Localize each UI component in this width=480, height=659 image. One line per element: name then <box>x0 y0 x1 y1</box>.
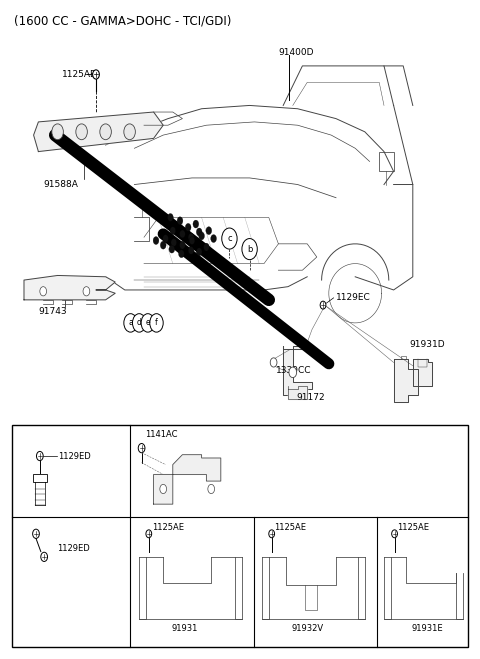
Text: 91931D: 91931D <box>409 340 445 349</box>
Circle shape <box>289 367 297 378</box>
Polygon shape <box>394 359 418 402</box>
Circle shape <box>392 530 397 538</box>
Text: c: c <box>20 523 25 532</box>
Text: f: f <box>155 318 158 328</box>
Text: 91743: 91743 <box>38 306 67 316</box>
Circle shape <box>168 214 173 221</box>
Circle shape <box>206 227 212 235</box>
Circle shape <box>242 239 257 260</box>
Circle shape <box>222 228 237 249</box>
Text: 91932V: 91932V <box>292 624 324 633</box>
Text: 91931E: 91931E <box>412 624 444 633</box>
Circle shape <box>33 529 39 538</box>
Circle shape <box>124 124 135 140</box>
Circle shape <box>133 426 147 445</box>
Text: 1129ED: 1129ED <box>58 451 90 461</box>
Circle shape <box>199 232 204 240</box>
Polygon shape <box>34 112 163 152</box>
Circle shape <box>177 217 183 225</box>
Text: 91400D: 91400D <box>278 48 314 57</box>
Circle shape <box>76 124 87 140</box>
Text: a: a <box>128 318 133 328</box>
Polygon shape <box>413 359 432 386</box>
Circle shape <box>171 239 177 246</box>
Circle shape <box>179 250 184 258</box>
Circle shape <box>93 70 99 79</box>
Polygon shape <box>154 455 221 504</box>
Circle shape <box>52 124 63 140</box>
Text: b: b <box>137 431 143 440</box>
Text: b: b <box>247 244 252 254</box>
Circle shape <box>141 314 155 332</box>
Circle shape <box>150 314 163 332</box>
Bar <box>12 425 468 647</box>
Circle shape <box>189 237 195 244</box>
Circle shape <box>36 451 43 461</box>
Circle shape <box>188 233 194 241</box>
Circle shape <box>124 314 137 332</box>
Text: 91588A: 91588A <box>43 180 78 189</box>
Circle shape <box>41 552 48 561</box>
Circle shape <box>146 530 152 538</box>
Text: 1125AE: 1125AE <box>152 523 184 532</box>
Circle shape <box>211 235 216 243</box>
Circle shape <box>160 241 166 249</box>
Circle shape <box>83 287 90 296</box>
Circle shape <box>269 530 275 538</box>
Circle shape <box>193 220 199 228</box>
Circle shape <box>153 237 159 244</box>
Text: d: d <box>137 523 143 532</box>
Circle shape <box>170 227 176 235</box>
Text: e: e <box>263 523 267 532</box>
Text: 1129EC: 1129EC <box>336 293 371 302</box>
Circle shape <box>270 358 277 367</box>
Circle shape <box>100 124 111 140</box>
Text: 1141AC: 1141AC <box>145 430 178 440</box>
Text: 1339CC: 1339CC <box>276 366 312 375</box>
Polygon shape <box>24 275 115 300</box>
Text: e: e <box>145 318 150 328</box>
Text: d: d <box>137 318 142 328</box>
Circle shape <box>208 484 215 494</box>
Circle shape <box>204 243 209 251</box>
Text: 91931: 91931 <box>172 624 198 633</box>
Circle shape <box>132 314 146 332</box>
Text: 1125AE: 1125AE <box>275 523 307 532</box>
Text: (1600 CC - GAMMA>DOHC - TCI/GDI): (1600 CC - GAMMA>DOHC - TCI/GDI) <box>14 14 232 28</box>
Polygon shape <box>288 386 307 399</box>
Circle shape <box>188 246 194 254</box>
Circle shape <box>180 241 185 249</box>
Text: a: a <box>20 431 25 440</box>
Circle shape <box>138 444 145 453</box>
Circle shape <box>133 518 147 538</box>
Text: f: f <box>386 523 389 532</box>
Circle shape <box>196 228 202 236</box>
Circle shape <box>258 518 272 538</box>
Circle shape <box>380 518 395 538</box>
Circle shape <box>40 287 47 296</box>
Circle shape <box>180 230 185 238</box>
Bar <box>33 474 47 482</box>
Text: c: c <box>227 234 232 243</box>
Text: 1125AE: 1125AE <box>397 523 430 532</box>
Text: 1125AE: 1125AE <box>62 70 97 79</box>
Text: 1129ED: 1129ED <box>57 544 89 554</box>
Polygon shape <box>283 346 312 395</box>
Circle shape <box>196 248 202 256</box>
Text: 91172: 91172 <box>297 393 325 402</box>
Circle shape <box>169 245 175 253</box>
Circle shape <box>185 223 191 231</box>
Circle shape <box>320 301 326 309</box>
Circle shape <box>163 235 168 243</box>
Circle shape <box>160 484 167 494</box>
Circle shape <box>15 518 30 538</box>
Circle shape <box>15 426 30 445</box>
